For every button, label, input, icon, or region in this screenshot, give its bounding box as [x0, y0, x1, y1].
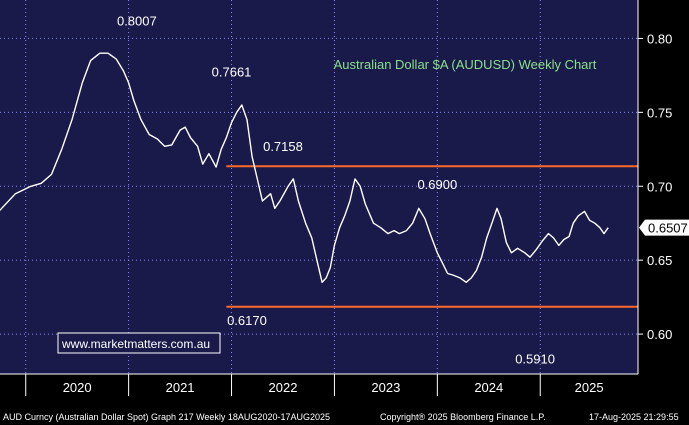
y-axis: 0.60 0.65 0.70 0.75 0.80 0.6507	[637, 0, 689, 374]
annotations: 0.8007 0.7661 0.7158 0.6900 0.6170 0.5910	[117, 13, 555, 366]
y-tick-label: 0.65	[647, 253, 672, 268]
footer-right: 17-Aug-2025 21:29:55	[589, 412, 679, 422]
footer-left: AUD Curncy (Australian Dollar Spot) Grap…	[3, 412, 330, 422]
price-annotation: 0.6170	[227, 313, 267, 328]
price-series	[0, 52, 609, 283]
x-tick-label: 2022	[269, 380, 298, 395]
chart-title: Australian Dollar $A (AUDUSD) Weekly Cha…	[334, 57, 597, 72]
y-tick-label: 0.75	[647, 105, 672, 120]
x-tick-label: 2025	[575, 380, 604, 395]
website-badge-box[interactable]	[57, 332, 221, 354]
x-tick-label: 2023	[371, 380, 400, 395]
last-value-label: 0.6507	[648, 221, 688, 236]
price-annotation: 0.7158	[263, 139, 303, 154]
price-annotation: 0.8007	[117, 13, 157, 28]
x-tick-label: 2020	[63, 380, 92, 395]
y-tick-label: 0.80	[647, 31, 672, 46]
y-tick-label: 0.60	[647, 327, 672, 342]
y-tick-label: 0.70	[647, 179, 672, 194]
price-annotation: 0.7661	[212, 65, 252, 80]
plot-area	[0, 0, 638, 374]
x-axis: 2020 2021 2022 2023 2024 2025	[0, 373, 638, 396]
price-line	[0, 52, 609, 283]
price-annotation: 0.6900	[417, 177, 457, 192]
horizontal-levels	[226, 165, 638, 308]
price-annotation: 0.5910	[515, 351, 555, 366]
x-tick-label: 2021	[166, 380, 195, 395]
website-badge-text[interactable]: www.marketmatters.com.au	[61, 337, 210, 351]
website-badge[interactable]: www.marketmatters.com.au	[57, 332, 221, 354]
x-tick-label: 2024	[474, 380, 503, 395]
footer-center: Copyright® 2025 Bloomberg Finance L.P.	[380, 412, 546, 422]
last-value-badge	[639, 219, 689, 236]
